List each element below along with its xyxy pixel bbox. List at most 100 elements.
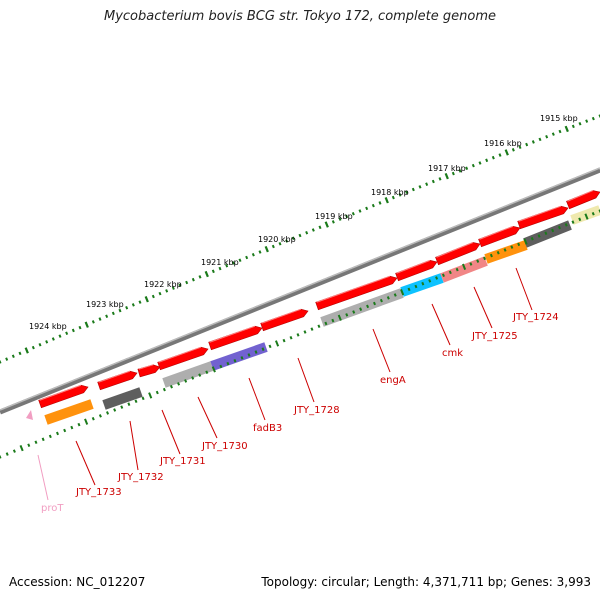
scale-minor-tick bbox=[185, 280, 189, 285]
scale-minor-tick bbox=[305, 231, 309, 235]
inner-minor-tick bbox=[352, 310, 356, 314]
gene-label-jty-1730[interactable]: JTY_1730 bbox=[201, 441, 248, 452]
scale-major-tick bbox=[144, 296, 149, 303]
gene-label-jty-1725[interactable]: JTY_1725 bbox=[471, 331, 518, 342]
inner-minor-tick bbox=[557, 225, 561, 230]
inner-minor-tick bbox=[510, 245, 514, 249]
scale-minor-tick bbox=[31, 345, 35, 350]
inner-minor-tick bbox=[345, 313, 349, 317]
scale-minor-tick bbox=[425, 182, 429, 186]
scale-minor-tick bbox=[245, 255, 249, 260]
gene-label-prot[interactable]: proT bbox=[41, 503, 64, 514]
scale-minor-tick bbox=[271, 244, 275, 249]
cds-arrow-highlight bbox=[396, 259, 431, 274]
scale-major-tick bbox=[204, 270, 209, 278]
inner-minor-tick bbox=[476, 259, 480, 263]
scale-minor-tick bbox=[358, 209, 362, 213]
inner-minor-tick bbox=[48, 434, 52, 439]
gene-label-fadb3[interactable]: fadB3 bbox=[253, 423, 282, 434]
inner-minor-tick bbox=[98, 414, 102, 418]
inner-minor-tick bbox=[373, 301, 376, 306]
cds-arrow[interactable] bbox=[478, 226, 521, 248]
scale-label-1916: 1916 kbp bbox=[484, 139, 522, 148]
scale-minor-tick bbox=[351, 211, 355, 216]
scale-minor-tick bbox=[411, 187, 415, 192]
prot-marker[interactable] bbox=[26, 410, 33, 420]
inner-minor-tick bbox=[489, 253, 493, 258]
scale-minor-tick bbox=[345, 214, 349, 219]
scale-minor-tick bbox=[118, 308, 122, 313]
gene-label-jty-1731[interactable]: JTY_1731 bbox=[159, 456, 206, 467]
scale-minor-tick bbox=[218, 266, 222, 271]
leader-jty-1732 bbox=[129, 420, 139, 471]
scale-minor-tick bbox=[511, 148, 515, 152]
inner-minor-tick bbox=[578, 217, 582, 222]
scale-major-tick bbox=[24, 347, 29, 354]
scale-minor-tick bbox=[5, 357, 9, 361]
genome-backbone bbox=[0, 167, 600, 415]
scale-minor-tick bbox=[278, 241, 282, 246]
inner-minor-tick bbox=[598, 209, 600, 213]
inner-minor-tick bbox=[331, 318, 335, 323]
scale-minor-tick bbox=[318, 225, 322, 230]
inner-minor-tick bbox=[530, 237, 534, 241]
inner-major-tick bbox=[400, 289, 405, 296]
scale-minor-tick bbox=[525, 142, 529, 147]
cds-arrow-highlight bbox=[98, 370, 131, 383]
gene-label-cmk[interactable]: cmk bbox=[442, 348, 463, 359]
scale-major-tick bbox=[384, 197, 389, 204]
gene-label-jty-1733[interactable]: JTY_1733 bbox=[75, 487, 122, 498]
inner-minor-tick bbox=[448, 270, 452, 275]
category-bar[interactable] bbox=[400, 273, 444, 297]
category-bar[interactable] bbox=[162, 361, 214, 388]
scale-minor-tick bbox=[0, 360, 2, 364]
category-bar[interactable] bbox=[210, 342, 268, 371]
inner-minor-tick bbox=[386, 296, 390, 300]
category-bar[interactable] bbox=[44, 399, 94, 425]
cds-arrow[interactable] bbox=[137, 364, 161, 378]
gene-label-jty-1724[interactable]: JTY_1724 bbox=[512, 312, 559, 323]
scale-minor-tick bbox=[285, 239, 289, 243]
inner-major-tick bbox=[211, 366, 216, 373]
scale-minor-tick bbox=[125, 305, 129, 310]
gene-label-jty-1728[interactable]: JTY_1728 bbox=[293, 405, 340, 416]
cds-arrow[interactable] bbox=[260, 308, 309, 332]
cds-arrow-highlight bbox=[479, 225, 514, 240]
cds-arrow-highlight bbox=[209, 325, 256, 343]
inner-minor-tick bbox=[191, 376, 195, 380]
gene-label-jty-1732[interactable]: JTY_1732 bbox=[117, 472, 164, 483]
inner-minor-tick bbox=[483, 256, 487, 261]
inner-major-tick bbox=[461, 263, 467, 270]
inner-minor-tick bbox=[571, 220, 575, 224]
gene-label-enga[interactable]: engA bbox=[380, 375, 406, 386]
scale-minor-tick bbox=[158, 291, 162, 296]
scale-minor-tick bbox=[471, 163, 475, 168]
scale-minor-tick bbox=[371, 203, 375, 208]
inner-minor-tick bbox=[254, 350, 258, 354]
inner-minor-tick bbox=[219, 364, 223, 369]
scale-minor-tick bbox=[498, 153, 502, 157]
scale-minor-tick bbox=[91, 320, 95, 324]
category-bar[interactable] bbox=[102, 387, 143, 410]
inner-minor-tick bbox=[407, 287, 411, 292]
inner-minor-tick bbox=[120, 405, 124, 409]
category-bar[interactable] bbox=[484, 240, 528, 264]
inner-minor-tick bbox=[177, 382, 181, 386]
inner-minor-tick bbox=[113, 408, 117, 412]
scale-major-tick bbox=[264, 245, 269, 253]
scale-minor-tick bbox=[165, 289, 169, 293]
leader-enga bbox=[372, 328, 391, 373]
scale-minor-tick bbox=[551, 132, 555, 136]
scale-minor-tick bbox=[198, 275, 202, 279]
category-bar[interactable] bbox=[440, 256, 488, 283]
category-bar[interactable] bbox=[320, 288, 404, 327]
scale-label-1922: 1922 kbp bbox=[144, 280, 182, 289]
scale-minor-tick bbox=[591, 116, 595, 121]
label-leaders bbox=[37, 267, 533, 501]
inner-major-tick bbox=[148, 392, 153, 399]
cds-arrow-highlight bbox=[316, 275, 391, 303]
cds-track bbox=[38, 190, 600, 409]
inner-minor-tick bbox=[5, 452, 9, 456]
